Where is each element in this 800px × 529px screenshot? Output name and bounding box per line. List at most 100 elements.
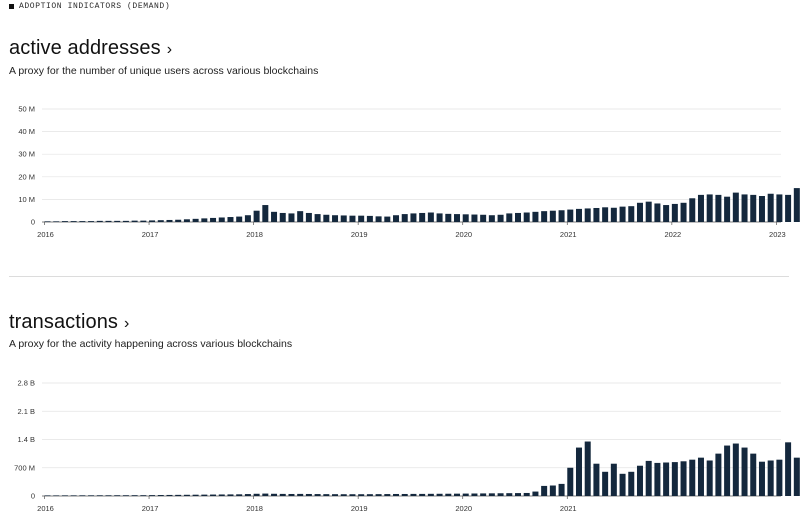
bar[interactable]	[349, 215, 356, 222]
bar[interactable]	[340, 494, 347, 496]
bar[interactable]	[279, 493, 286, 496]
bar[interactable]	[201, 494, 208, 496]
bar[interactable]	[271, 211, 278, 222]
bar[interactable]	[175, 219, 182, 222]
bar[interactable]	[732, 443, 739, 496]
bar[interactable]	[767, 193, 774, 222]
bar[interactable]	[340, 215, 347, 222]
bar[interactable]	[157, 495, 164, 496]
bar[interactable]	[96, 495, 103, 496]
bar[interactable]	[680, 202, 687, 222]
bar[interactable]	[689, 198, 696, 222]
bar[interactable]	[44, 221, 51, 222]
bar[interactable]	[140, 220, 147, 222]
bar[interactable]	[314, 214, 321, 222]
bar[interactable]	[253, 210, 260, 222]
bar[interactable]	[506, 213, 513, 222]
bar[interactable]	[654, 462, 661, 496]
bar[interactable]	[410, 213, 417, 222]
bar[interactable]	[61, 221, 68, 222]
bar[interactable]	[393, 215, 400, 222]
bar[interactable]	[602, 471, 609, 496]
bar[interactable]	[244, 494, 251, 496]
bar[interactable]	[79, 495, 86, 496]
bar[interactable]	[244, 215, 251, 222]
bar[interactable]	[236, 494, 243, 496]
bar[interactable]	[619, 473, 626, 496]
bar[interactable]	[776, 459, 783, 496]
bar[interactable]	[114, 495, 121, 496]
bar[interactable]	[305, 212, 312, 222]
bar[interactable]	[323, 214, 330, 222]
bar[interactable]	[436, 213, 443, 222]
bar[interactable]	[79, 221, 86, 222]
bar[interactable]	[297, 493, 304, 496]
bar[interactable]	[610, 463, 617, 496]
bar[interactable]	[410, 493, 417, 496]
bar[interactable]	[279, 212, 286, 222]
bar[interactable]	[541, 211, 548, 222]
bar[interactable]	[105, 220, 112, 222]
bar[interactable]	[192, 218, 199, 222]
bar[interactable]	[53, 221, 60, 222]
bar[interactable]	[358, 494, 365, 496]
bar[interactable]	[166, 494, 173, 496]
bar[interactable]	[192, 494, 199, 496]
bar[interactable]	[375, 494, 382, 496]
bar[interactable]	[393, 493, 400, 496]
bar[interactable]	[297, 211, 304, 222]
active-addresses-title-link[interactable]: active addresses ›	[9, 37, 172, 60]
bar[interactable]	[689, 459, 696, 496]
bar[interactable]	[401, 214, 408, 222]
bar[interactable]	[697, 194, 704, 222]
bar[interactable]	[454, 214, 461, 222]
bar[interactable]	[741, 194, 748, 222]
bar[interactable]	[724, 196, 731, 222]
bar[interactable]	[366, 494, 373, 496]
bar[interactable]	[218, 494, 225, 496]
bar[interactable]	[549, 210, 556, 222]
bar[interactable]	[567, 467, 574, 496]
bar[interactable]	[122, 220, 129, 222]
bar[interactable]	[549, 485, 556, 496]
bar[interactable]	[645, 201, 652, 222]
bar[interactable]	[349, 494, 356, 496]
bar[interactable]	[671, 462, 678, 496]
bar[interactable]	[497, 493, 504, 496]
bar[interactable]	[96, 220, 103, 222]
bar[interactable]	[332, 494, 339, 496]
bar[interactable]	[149, 220, 156, 222]
bar[interactable]	[663, 462, 670, 497]
bar[interactable]	[636, 465, 643, 496]
bar[interactable]	[462, 214, 469, 222]
bar[interactable]	[305, 493, 312, 496]
bar[interactable]	[323, 494, 330, 496]
bar[interactable]	[706, 194, 713, 222]
bar[interactable]	[288, 213, 295, 222]
bar[interactable]	[149, 495, 156, 496]
bar[interactable]	[157, 220, 164, 222]
bar[interactable]	[575, 447, 582, 496]
bar[interactable]	[114, 220, 121, 222]
bar[interactable]	[210, 217, 217, 222]
bar[interactable]	[122, 495, 129, 496]
bar[interactable]	[602, 207, 609, 222]
bar[interactable]	[183, 494, 190, 496]
bar[interactable]	[436, 493, 443, 496]
bar[interactable]	[227, 494, 234, 496]
bar[interactable]	[776, 194, 783, 222]
bar[interactable]	[271, 493, 278, 496]
bar[interactable]	[375, 216, 382, 222]
bar[interactable]	[715, 453, 722, 497]
bar[interactable]	[619, 206, 626, 222]
bar[interactable]	[131, 220, 138, 222]
bar[interactable]	[593, 463, 600, 496]
bar[interactable]	[401, 493, 408, 496]
bar[interactable]	[454, 493, 461, 496]
bar[interactable]	[750, 453, 757, 497]
bar[interactable]	[445, 213, 452, 222]
bar[interactable]	[506, 493, 513, 496]
bar[interactable]	[497, 214, 504, 222]
bar[interactable]	[541, 485, 548, 496]
bar[interactable]	[471, 214, 478, 222]
